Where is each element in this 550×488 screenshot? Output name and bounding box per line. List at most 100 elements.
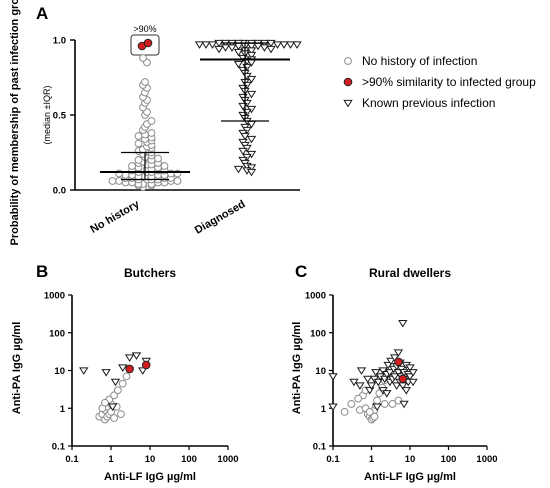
panel-c-y-tick-label: 1000 — [305, 291, 326, 302]
panel-c-known-infection-point — [328, 373, 338, 381]
legend-marker-circle — [344, 57, 352, 65]
panel-c-y-tick-label: 1 — [321, 404, 327, 415]
panel-c-plot: Rural dwellers 0.1 1 10 100 1000 0.1 1 10 100 100… — [291, 266, 498, 483]
panel-c-x-tick-label: 1 — [369, 454, 375, 465]
panel-a-y-tick-label: 0.5 — [53, 111, 67, 122]
panel-c-no-history-point — [373, 396, 382, 405]
panel-c-axes: 0.1 1 10 100 1000 0.1 1 10 100 1000 — [305, 291, 498, 466]
panel-b-no-history-point — [113, 386, 122, 395]
panel-b-known-infection-point — [138, 367, 148, 375]
no-history-point — [139, 54, 147, 62]
panel-b-no-history-point — [118, 379, 127, 388]
panel-c-known-infection-point — [389, 373, 400, 381]
panel-b-x-tick-label: 1 — [108, 454, 114, 465]
panel-c-y-tick-label: 100 — [310, 328, 326, 339]
panel-c-x-title: Anti-LF IgG µg/ml — [364, 471, 456, 483]
panel-c-known-infection-point — [366, 382, 377, 390]
no-history-point — [160, 162, 169, 170]
panel-c-x-tick-label: 10 — [405, 454, 416, 465]
panel-c-known-infection-point — [398, 319, 408, 328]
panel-c-x-tick-label: 100 — [441, 454, 457, 465]
similarity-annotation: >90% — [133, 24, 156, 34]
panel-c-known-infection-point — [355, 382, 365, 390]
diagnosed-point — [272, 41, 283, 49]
panel-b-no-history-point — [122, 372, 131, 381]
panel-a-category-no-history: No history — [88, 198, 142, 236]
panel-b-known-infection-point — [79, 367, 89, 375]
panel-c-known-infection-point — [328, 403, 338, 412]
diagnosed-point — [240, 132, 250, 141]
panel-c-known-infection-point — [349, 378, 359, 387]
panel-c-known-infection-point — [408, 378, 418, 387]
panel-c-known-infection-point — [405, 364, 415, 372]
panel-b-y-tick-label: 0.1 — [52, 442, 66, 453]
legend: No history of infection >90% similarity t… — [343, 54, 536, 110]
panel-c-no-history-point — [394, 396, 403, 405]
panel-b-no-history-point — [101, 398, 109, 407]
panel-b-known-infection-point — [110, 378, 121, 387]
panel-c-known-infection-point — [401, 387, 411, 395]
panel-b-axes: 0.1 1 10 100 1000 0.1 1 10 100 1000 — [44, 291, 239, 466]
panel-c-no-history-point — [388, 400, 397, 408]
panel-b-y-tick-label: 1 — [60, 404, 66, 415]
diagnosed-point — [266, 45, 276, 54]
diagnosed-point — [233, 60, 244, 69]
panel-b-known-infection-point — [118, 364, 128, 372]
panel-c-known-infection-point — [378, 367, 388, 375]
panel-b-marks — [79, 352, 151, 424]
panel-a-marks — [100, 38, 302, 191]
panel-b-x-tick-label: 1000 — [217, 454, 238, 465]
panel-c-known-infection-point — [405, 373, 415, 381]
panel-b-known-infection-point — [101, 369, 111, 377]
panel-c-known-infection-point — [372, 403, 382, 412]
panel-b-similarity-point — [141, 360, 151, 370]
legend-label: No history of infection — [362, 54, 477, 68]
panel-c-no-history-point — [370, 412, 379, 421]
panel-c-no-history-point — [365, 408, 374, 416]
diagnosed-point — [266, 39, 276, 48]
panel-b-x-title: Anti-LF IgG µg/ml — [104, 471, 196, 483]
panel-c-no-history-point — [354, 394, 363, 403]
diagnosed-point — [238, 102, 248, 111]
panel-b-x-tick-label: 100 — [181, 454, 197, 465]
panel-b-no-history-point — [117, 410, 125, 418]
panel-b-y-title: Anti-PA IgG µg/ml — [11, 322, 23, 415]
panel-c-title: Rural dwellers — [369, 266, 451, 280]
panel-c-x-tick-label: 1000 — [476, 454, 497, 465]
panel-c-known-infection-point — [382, 390, 392, 398]
panel-c-known-infection-point — [399, 400, 409, 409]
no-history-point — [141, 78, 149, 86]
diagnosed-point — [220, 44, 231, 52]
panel-c-no-history-point — [340, 408, 349, 416]
no-history-point — [134, 156, 143, 164]
diagnosed-point — [233, 165, 244, 174]
panel-c-known-infection-point — [385, 369, 395, 377]
panel-c-no-history-point — [347, 400, 356, 408]
diagnosed-point — [285, 41, 296, 49]
diagnosed-point — [259, 44, 270, 52]
legend-label: >90% similarity to infected group — [362, 75, 536, 89]
panel-c-y-tick-label: 0.1 — [313, 442, 327, 453]
no-history-point — [115, 177, 123, 185]
panel-b-title: Butchers — [124, 266, 176, 280]
panel-c-known-infection-point — [383, 361, 393, 370]
panel-b-known-infection-point — [131, 352, 142, 360]
panel-c-similarity-point — [398, 374, 408, 384]
panel-c-known-infection-point — [393, 349, 404, 357]
panel-b-x-tick-label: 0.1 — [65, 454, 79, 465]
diagnosed-point — [207, 41, 218, 49]
panel-a-y-subtitle: (median ±IQR) — [42, 86, 52, 145]
panel-c-no-history-point — [380, 400, 389, 408]
panel-c-known-infection-point — [356, 367, 367, 375]
panel-b-y-tick-label: 1000 — [44, 291, 65, 302]
diagnosed-point — [238, 147, 248, 156]
panel-b-letter: B — [36, 262, 48, 281]
panel-b-no-history-point — [110, 391, 118, 400]
panel-b-known-infection-point — [124, 354, 135, 362]
panel-c-y-tick-label: 10 — [315, 366, 326, 377]
panel-c-y-title: Anti-PA IgG µg/ml — [291, 322, 303, 415]
panel-b-no-history-point — [110, 414, 118, 422]
diagnosed-point — [246, 51, 257, 60]
panel-b-y-tick-label: 10 — [54, 366, 65, 377]
